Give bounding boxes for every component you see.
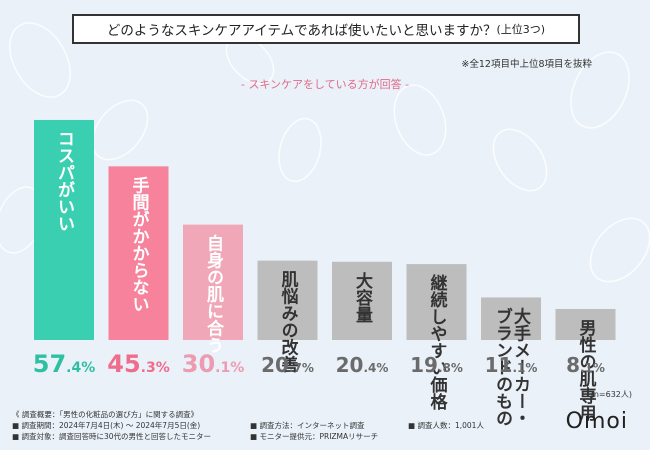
bar-label-1: コスパがいい (54, 130, 75, 232)
bar-label-7-line-1: 大手メーカー・ (510, 306, 531, 426)
bar-label-4: 肌悩みの改善 (278, 271, 299, 374)
bar-label-7-line-2: ブランドのもの (492, 306, 512, 426)
footnote-provider: ■ モニター提供元：PRIZMAリサーチ (250, 432, 379, 441)
bar-label-8: 男性の肌専用 (576, 319, 597, 422)
bar-label-6: 継続しやすい価格 (427, 273, 449, 411)
chart-title-box: どのようなスキンケアアイテムであれば使いたいと思いますか？ (上位3つ) (72, 14, 580, 44)
footnote-period: ■ 調査期間：2024年7月4日(木) ～ 2024年7月5日(金) (12, 421, 201, 430)
chart-title: どのようなスキンケアアイテムであれば使いたいと思いますか？ (106, 23, 497, 39)
bar-7 (481, 297, 541, 340)
value-label-2: 45.3% (107, 350, 170, 378)
value-label-6: 19.8% (410, 353, 463, 377)
bar-1 (34, 119, 94, 340)
bar-8 (555, 308, 616, 340)
value-label-4: 20.7% (261, 353, 314, 377)
bar-5 (332, 261, 392, 340)
value-label-3: 30.1% (182, 350, 245, 378)
bar-label-5: 大容量 (352, 271, 373, 323)
footnote-count: ■ 調査人数：1,001人 (408, 421, 484, 430)
bar-6 (406, 264, 467, 340)
bar-2 (108, 166, 169, 340)
omoi-logo: Omoi (565, 409, 628, 434)
bar-3 (183, 224, 243, 340)
footnote-method: ■ 調査方法：インターネット調査 (250, 421, 365, 430)
chart-title-suffix: (上位3つ) (496, 23, 546, 36)
bar-label-2: 手間がかからない (129, 175, 150, 312)
bar-label-3: 自身の肌に合う (203, 234, 224, 354)
footnote-overview: 《 調査概要：「男性の化粧品の選び方」に関する調査》 (12, 410, 199, 419)
respondent-subtitle: - スキンケアをしている方が回答 - (240, 78, 410, 91)
value-label-5: 20.4% (336, 353, 389, 377)
footnote-target: ■ 調査対象：調査回答時に30代の男性と回答したモニター (12, 432, 212, 441)
excerpt-note: ※全12項目中上位8項目を抜粋 (461, 59, 592, 70)
bar-4 (257, 260, 318, 340)
value-label-8: 8.1% (566, 353, 605, 377)
value-label-7: 11.1% (485, 353, 538, 377)
value-label-1: 57.4% (33, 350, 96, 378)
sample-size-label: (n=632人) (590, 390, 632, 399)
